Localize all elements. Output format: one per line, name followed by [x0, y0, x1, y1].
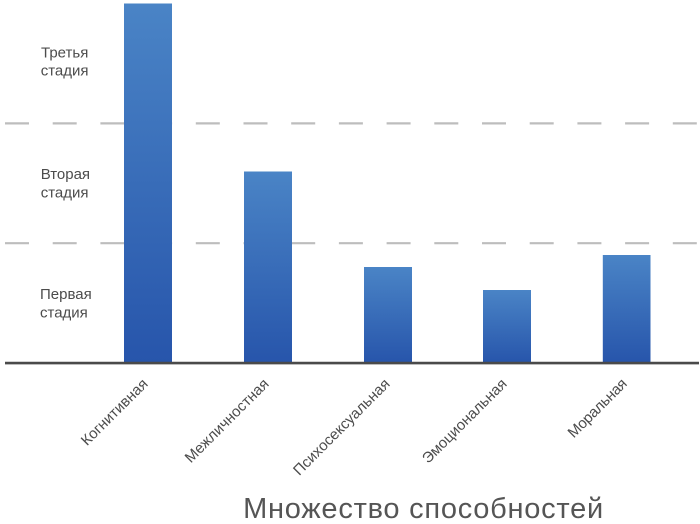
- svg-text:Межличностная: Межличностная: [182, 376, 273, 467]
- svg-text:Эмоциональная: Эмоциональная: [419, 376, 511, 468]
- svg-text:Первая: Первая: [40, 286, 92, 303]
- svg-text:стадия: стадия: [41, 63, 89, 80]
- svg-text:Когнитивная: Когнитивная: [78, 376, 152, 450]
- svg-text:Психосексуальная: Психосексуальная: [290, 376, 394, 480]
- svg-text:Вторая: Вторая: [41, 166, 90, 183]
- svg-text:стадия: стадия: [40, 304, 88, 321]
- svg-text:Множество способностей: Множество способностей: [243, 493, 604, 524]
- svg-text:Моральная: Моральная: [565, 375, 631, 441]
- svg-text:стадия: стадия: [41, 185, 89, 202]
- svg-text:Третья: Третья: [41, 45, 88, 62]
